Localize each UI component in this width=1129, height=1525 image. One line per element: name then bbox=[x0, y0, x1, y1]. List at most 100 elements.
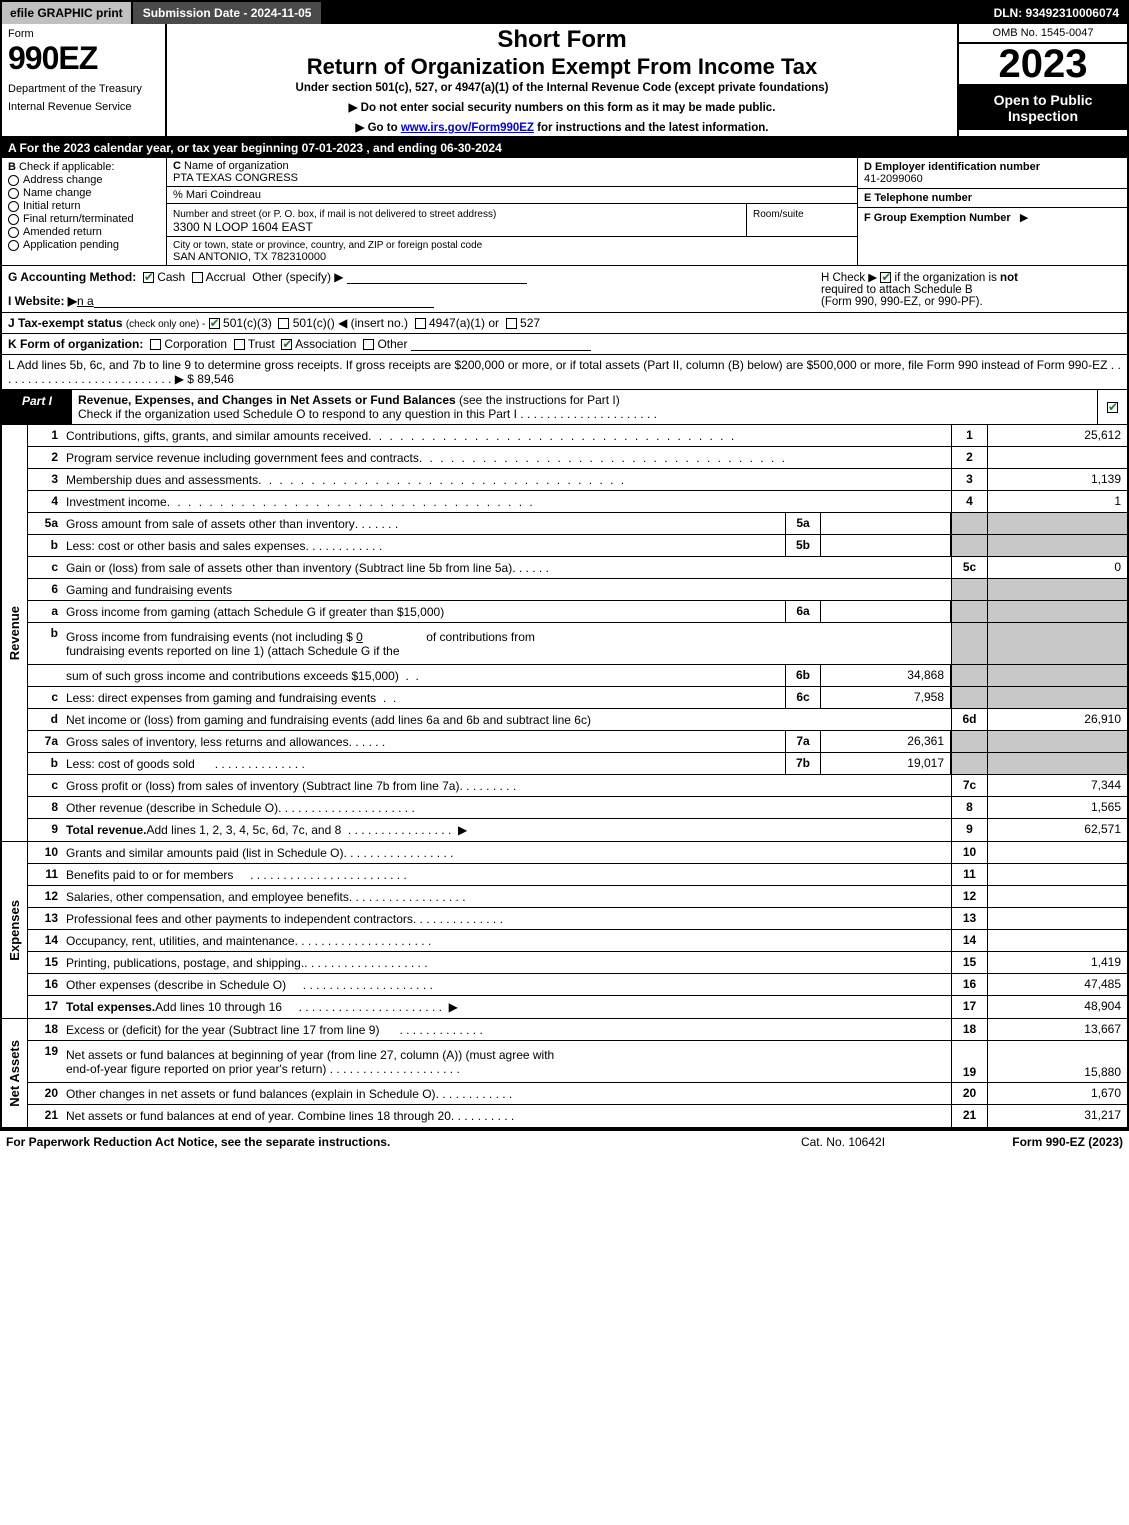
line-7b: bLess: cost of goods sold . . . . . . . … bbox=[28, 753, 1127, 775]
submission-date: Submission Date - 2024-11-05 bbox=[133, 2, 324, 24]
l-text: L Add lines 5b, 6c, and 7b to line 9 to … bbox=[8, 358, 1107, 372]
block-bcdef: B Check if applicable: Address change Na… bbox=[2, 158, 1127, 266]
expenses-vlabel: Expenses bbox=[2, 842, 28, 1018]
street-address: 3300 N LOOP 1604 EAST bbox=[173, 220, 313, 234]
col-c: C Name of organization PTA TEXAS CONGRES… bbox=[167, 158, 857, 265]
chk-accrual[interactable] bbox=[192, 272, 203, 283]
net-assets-block: Net Assets 18Excess or (deficit) for the… bbox=[2, 1019, 1127, 1129]
c-label: C bbox=[173, 160, 181, 172]
g-other-fill[interactable] bbox=[347, 272, 527, 284]
line-5a: 5aGross amount from sale of assets other… bbox=[28, 513, 1127, 535]
line-20: 20Other changes in net assets or fund ba… bbox=[28, 1083, 1127, 1105]
chk-h[interactable] bbox=[880, 272, 891, 283]
opt-amended: Amended return bbox=[23, 226, 102, 238]
line-8: 8Other revenue (describe in Schedule O) … bbox=[28, 797, 1127, 819]
line-2: 2Program service revenue including gover… bbox=[28, 447, 1127, 469]
line-10: 10Grants and similar amounts paid (list … bbox=[28, 842, 1127, 864]
form-header: Form 990EZ Department of the Treasury In… bbox=[2, 24, 1127, 138]
row-j: J Tax-exempt status (check only one) - 5… bbox=[2, 313, 1127, 334]
netassets-vlabel: Net Assets bbox=[2, 1019, 28, 1127]
j-o3: 4947(a)(1) or bbox=[429, 316, 499, 330]
city-cap: City or town, state or province, country… bbox=[173, 240, 482, 251]
chk-other[interactable] bbox=[363, 339, 374, 350]
part1-title: Revenue, Expenses, and Changes in Net As… bbox=[78, 393, 456, 407]
part1-paren: (see the instructions for Part I) bbox=[459, 393, 620, 407]
h-text4: (Form 990, 990-EZ, or 990-PF). bbox=[821, 296, 983, 308]
g-cash: Cash bbox=[157, 270, 185, 284]
line-5c: cGain or (loss) from sale of assets othe… bbox=[28, 557, 1127, 579]
chk-corp[interactable] bbox=[150, 339, 161, 350]
room-cap: Room/suite bbox=[753, 209, 804, 220]
header-right: OMB No. 1545-0047 2023 Open to Public In… bbox=[957, 24, 1127, 136]
org-name: PTA TEXAS CONGRESS bbox=[173, 172, 298, 184]
chk-address-change[interactable] bbox=[8, 175, 19, 186]
instr-link: ▶ Go to www.irs.gov/Form990EZ for instru… bbox=[356, 120, 769, 134]
j-o4: 527 bbox=[520, 316, 540, 330]
instr-ssn: ▶ Do not enter social security numbers o… bbox=[349, 100, 776, 114]
dept-irs: Internal Revenue Service bbox=[8, 101, 159, 113]
h-text2: if the organization is bbox=[895, 272, 997, 284]
revenue-block: Revenue 1Contributions, gifts, grants, a… bbox=[2, 425, 1127, 842]
line-12: 12Salaries, other compensation, and empl… bbox=[28, 886, 1127, 908]
expenses-block: Expenses 10Grants and similar amounts pa… bbox=[2, 842, 1127, 1019]
part1-tag: Part I bbox=[2, 390, 72, 424]
form-number: 990EZ bbox=[8, 40, 159, 77]
d-label: D Employer identification number bbox=[864, 161, 1040, 173]
j-o2b: ) ◀ (insert no.) bbox=[331, 316, 408, 330]
instr-post: for instructions and the latest informat… bbox=[534, 122, 769, 134]
chk-cash[interactable] bbox=[143, 272, 154, 283]
line-18: 18Excess or (deficit) for the year (Subt… bbox=[28, 1019, 1127, 1041]
chk-final-return[interactable] bbox=[8, 214, 19, 225]
irs-link[interactable]: www.irs.gov/Form990EZ bbox=[401, 122, 534, 134]
chk-part1-sched-o[interactable] bbox=[1107, 402, 1118, 413]
section-gh: G Accounting Method: Cash Accrual Other … bbox=[2, 266, 1127, 313]
chk-name-change[interactable] bbox=[8, 188, 19, 199]
j-o2: 501(c)( bbox=[293, 316, 331, 330]
line-16: 16Other expenses (describe in Schedule O… bbox=[28, 974, 1127, 996]
omb-number: OMB No. 1545-0047 bbox=[959, 24, 1127, 44]
line-7a: 7aGross sales of inventory, less returns… bbox=[28, 731, 1127, 753]
chk-amended[interactable] bbox=[8, 227, 19, 238]
opt-app-pending: Application pending bbox=[23, 239, 119, 251]
line-13: 13Professional fees and other payments t… bbox=[28, 908, 1127, 930]
j-o1: 501(c)(3) bbox=[223, 316, 272, 330]
e-label: E Telephone number bbox=[864, 192, 972, 204]
row-i: I Website: ▶n a bbox=[8, 294, 821, 308]
line-6d: dNet income or (loss) from gaming and fu… bbox=[28, 709, 1127, 731]
line-4: 4Investment income 41 bbox=[28, 491, 1127, 513]
chk-501c3[interactable] bbox=[209, 318, 220, 329]
chk-app-pending[interactable] bbox=[8, 240, 19, 251]
f-arrow: ▶ bbox=[1020, 212, 1028, 224]
opt-initial-return: Initial return bbox=[23, 200, 80, 212]
line-7c: cGross profit or (loss) from sales of in… bbox=[28, 775, 1127, 797]
top-bar: efile GRAPHIC print Submission Date - 20… bbox=[2, 2, 1127, 24]
chk-4947[interactable] bbox=[415, 318, 426, 329]
website-val: n a bbox=[77, 294, 94, 308]
row-a-tax-period: A For the 2023 calendar year, or tax yea… bbox=[2, 138, 1127, 158]
line-17: 17Total expenses. Add lines 10 through 1… bbox=[28, 996, 1127, 1018]
c-name-cap: Name of organization bbox=[184, 160, 289, 172]
care-of: % Mari Coindreau bbox=[167, 187, 857, 204]
page-footer: For Paperwork Reduction Act Notice, see … bbox=[0, 1131, 1129, 1153]
j-label: J Tax-exempt status bbox=[8, 316, 123, 330]
chk-trust[interactable] bbox=[234, 339, 245, 350]
part1-header: Part I Revenue, Expenses, and Changes in… bbox=[2, 390, 1127, 425]
col-b: B Check if applicable: Address change Na… bbox=[2, 158, 167, 265]
line-11: 11Benefits paid to or for members . . . … bbox=[28, 864, 1127, 886]
chk-501c[interactable] bbox=[278, 318, 289, 329]
b-caption: Check if applicable: bbox=[19, 161, 114, 173]
line-6a: aGross income from gaming (attach Schedu… bbox=[28, 601, 1127, 623]
k-other-fill[interactable] bbox=[411, 339, 591, 351]
header-left: Form 990EZ Department of the Treasury In… bbox=[2, 24, 167, 136]
dept-treasury: Department of the Treasury bbox=[8, 83, 159, 95]
part1-sub: Check if the organization used Schedule … bbox=[78, 407, 517, 421]
chk-initial-return[interactable] bbox=[8, 201, 19, 212]
h-text3: required to attach Schedule B bbox=[821, 284, 973, 296]
g-accrual: Accrual bbox=[206, 270, 246, 284]
efile-print-button[interactable]: efile GRAPHIC print bbox=[2, 2, 133, 24]
city-state-zip: SAN ANTONIO, TX 782310000 bbox=[173, 251, 326, 263]
chk-527[interactable] bbox=[506, 318, 517, 329]
chk-assoc[interactable] bbox=[281, 339, 292, 350]
instr-pre: ▶ Go to bbox=[356, 122, 401, 134]
line-5b: bLess: cost or other basis and sales exp… bbox=[28, 535, 1127, 557]
